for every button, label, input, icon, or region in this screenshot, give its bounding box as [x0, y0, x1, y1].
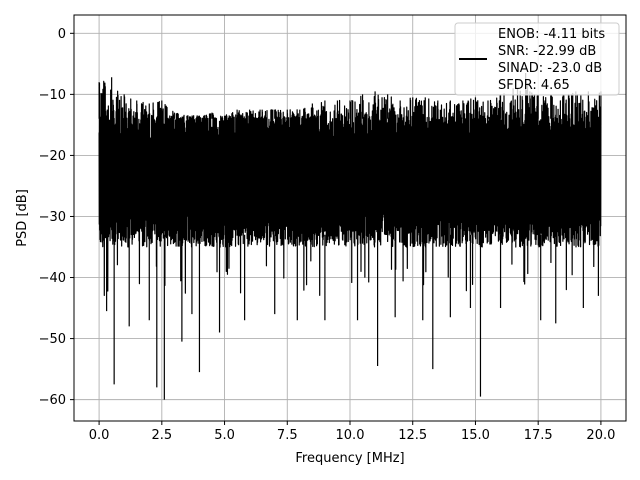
- legend-enob: ENOB: -4.11 bits: [498, 27, 605, 42]
- x-axis-label: Frequency [MHz]: [295, 451, 404, 466]
- y-tick-label: 0: [58, 27, 66, 42]
- x-tick-label: 17.5: [524, 428, 553, 443]
- x-tick-label: 5.0: [214, 428, 235, 443]
- x-tick-label: 15.0: [461, 428, 490, 443]
- y-tick-label: −40: [39, 271, 66, 286]
- x-tick-label: 20.0: [586, 428, 615, 443]
- x-tick-label: 2.5: [151, 428, 172, 443]
- x-axis-ticks: 0.0 2.5 5.0 7.5 10.0 12.5 15.0 17.5 20.0: [89, 421, 615, 443]
- y-tick-label: −10: [39, 88, 66, 103]
- x-tick-label: 0.0: [89, 428, 110, 443]
- legend-sfdr: SFDR: 4.65: [498, 78, 570, 93]
- x-tick-label: 7.5: [277, 428, 298, 443]
- x-tick-label: 10.0: [336, 428, 365, 443]
- x-tick-label: 12.5: [398, 428, 427, 443]
- legend-box: [454, 22, 620, 96]
- y-tick-label: −20: [39, 149, 66, 164]
- legend: ENOB: -4.11 bits SNR: -22.99 dB SINAD: -…: [454, 22, 620, 96]
- y-tick-label: −60: [39, 393, 66, 408]
- psd-series-line: [98, 73, 602, 400]
- legend-sinad: SINAD: -23.0 dB: [498, 61, 602, 76]
- y-tick-label: −30: [39, 210, 66, 225]
- y-axis-label: PSD [dB]: [15, 189, 30, 247]
- series-layer: [98, 73, 602, 400]
- y-tick-label: −50: [39, 332, 66, 347]
- legend-snr: SNR: -22.99 dB: [498, 44, 596, 59]
- y-axis-ticks: 0 −10 −20 −30 −40 −50 −60: [39, 27, 74, 408]
